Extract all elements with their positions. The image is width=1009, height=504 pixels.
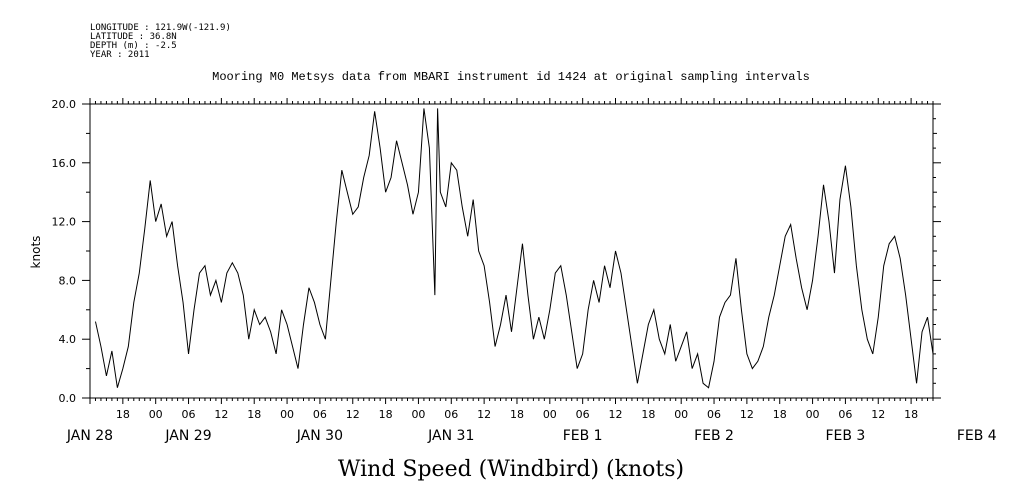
x-hour-label: 18	[510, 408, 524, 421]
x-hour-label: 12	[740, 408, 754, 421]
y-tick-label: 12.0	[52, 216, 77, 229]
depth-text: DEPTH (m) : -2.5	[90, 41, 177, 51]
x-hour-label: 12	[346, 408, 360, 421]
x-hour-label: 00	[674, 408, 688, 421]
chart-title: Mooring M0 Metsys data from MBARI instru…	[212, 70, 810, 84]
x-hour-label: 18	[773, 408, 787, 421]
x-hour-label: 00	[411, 408, 425, 421]
y-axis-label: knots	[29, 236, 43, 269]
y-tick-label: 16.0	[52, 157, 77, 170]
x-hour-label: 06	[576, 408, 590, 421]
y-tick-label: 20.0	[52, 98, 77, 111]
x-hour-label: 12	[214, 408, 228, 421]
x-axis-title: Wind Speed (Windbird) (knots)	[338, 457, 684, 482]
x-hour-label: 00	[806, 408, 820, 421]
plot-frame	[89, 103, 934, 399]
x-date-label: JAN 28	[66, 428, 113, 444]
x-hour-label: 00	[543, 408, 557, 421]
y-tick-label: 8.0	[59, 274, 77, 287]
x-date-label: FEB 2	[694, 428, 734, 444]
x-date-label: JAN 31	[427, 428, 474, 444]
x-date-label: JAN 29	[164, 428, 211, 444]
latitude-text: LATITUDE : 36.8N	[90, 32, 177, 42]
chart-metadata: LONGITUDE : 121.9W(-121.9) LATITUDE : 36…	[90, 23, 231, 60]
wind-speed-series-line	[94, 108, 934, 389]
x-hour-label: 06	[313, 408, 327, 421]
x-hour-label: 18	[247, 408, 261, 421]
x-hour-label: 00	[280, 408, 294, 421]
x-hour-label: 06	[444, 408, 458, 421]
x-date-label: FEB 4	[957, 428, 997, 444]
x-hour-label: 12	[609, 408, 623, 421]
x-axis: 18 00 06 12 18 00 06 12 18 00 06 12 18 00 06 12 18 00 06 12…	[66, 98, 997, 444]
x-hour-label: 00	[149, 408, 163, 421]
series-group	[94, 108, 934, 389]
y-tick-label: 0.0	[59, 392, 77, 405]
x-hour-label: 18	[116, 408, 130, 421]
x-hour-label: 18	[379, 408, 393, 421]
x-hour-label: 18	[641, 408, 655, 421]
year-text: YEAR : 2011	[90, 50, 150, 60]
y-tick-label: 4.0	[59, 333, 77, 346]
y-axis: 0.0 4.0 8.0 12.0 16.0 20.0	[52, 98, 941, 405]
x-hour-label: 06	[707, 408, 721, 421]
x-date-label: FEB 3	[825, 428, 865, 444]
x-date-label: FEB 1	[563, 428, 603, 444]
x-hour-label: 12	[477, 408, 491, 421]
longitude-text: LONGITUDE : 121.9W(-121.9)	[90, 23, 231, 33]
x-hour-label: 06	[838, 408, 852, 421]
x-hour-label: 12	[871, 408, 885, 421]
x-date-label: JAN 30	[296, 428, 343, 444]
x-hour-label: 06	[182, 408, 196, 421]
x-hour-label: 18	[904, 408, 918, 421]
